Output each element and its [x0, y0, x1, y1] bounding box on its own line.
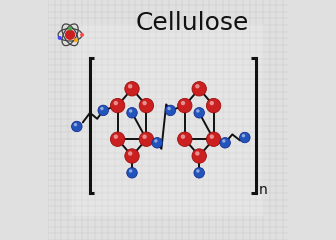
- Point: [68, 33, 73, 37]
- Point: [195, 169, 201, 173]
- Point: [153, 139, 159, 143]
- Point: [180, 101, 186, 105]
- Circle shape: [178, 132, 192, 146]
- Circle shape: [152, 138, 163, 148]
- Point: [195, 84, 200, 88]
- Bar: [72, 24, 264, 216]
- Point: [195, 152, 200, 156]
- Circle shape: [127, 108, 137, 118]
- Point: [166, 107, 172, 110]
- Point: [57, 36, 62, 40]
- Point: [73, 38, 79, 42]
- Circle shape: [72, 121, 82, 132]
- Point: [221, 139, 226, 143]
- Point: [195, 109, 201, 113]
- Text: Cellulose: Cellulose: [135, 11, 249, 35]
- Point: [68, 27, 73, 30]
- Circle shape: [165, 105, 176, 116]
- Point: [99, 107, 104, 110]
- Circle shape: [125, 149, 139, 163]
- Circle shape: [139, 98, 154, 113]
- Circle shape: [111, 98, 125, 113]
- Point: [142, 101, 147, 105]
- Point: [127, 84, 133, 88]
- Point: [180, 135, 186, 139]
- Circle shape: [194, 168, 205, 178]
- Point: [127, 152, 133, 156]
- Circle shape: [127, 168, 137, 178]
- Point: [79, 33, 85, 37]
- Text: n: n: [258, 183, 267, 197]
- Circle shape: [220, 138, 230, 148]
- Point: [113, 101, 119, 105]
- Circle shape: [206, 98, 221, 113]
- Circle shape: [178, 98, 192, 113]
- Circle shape: [139, 132, 154, 146]
- Circle shape: [194, 108, 205, 118]
- Circle shape: [98, 105, 109, 116]
- Point: [209, 135, 214, 139]
- Point: [209, 101, 214, 105]
- Point: [73, 123, 78, 126]
- Circle shape: [192, 82, 206, 96]
- Circle shape: [125, 82, 139, 96]
- Point: [128, 169, 133, 173]
- Point: [241, 134, 246, 138]
- Circle shape: [206, 132, 221, 146]
- Point: [142, 135, 147, 139]
- Point: [128, 109, 133, 113]
- Circle shape: [111, 132, 125, 146]
- Circle shape: [240, 132, 250, 143]
- Circle shape: [192, 149, 206, 163]
- Point: [113, 135, 119, 139]
